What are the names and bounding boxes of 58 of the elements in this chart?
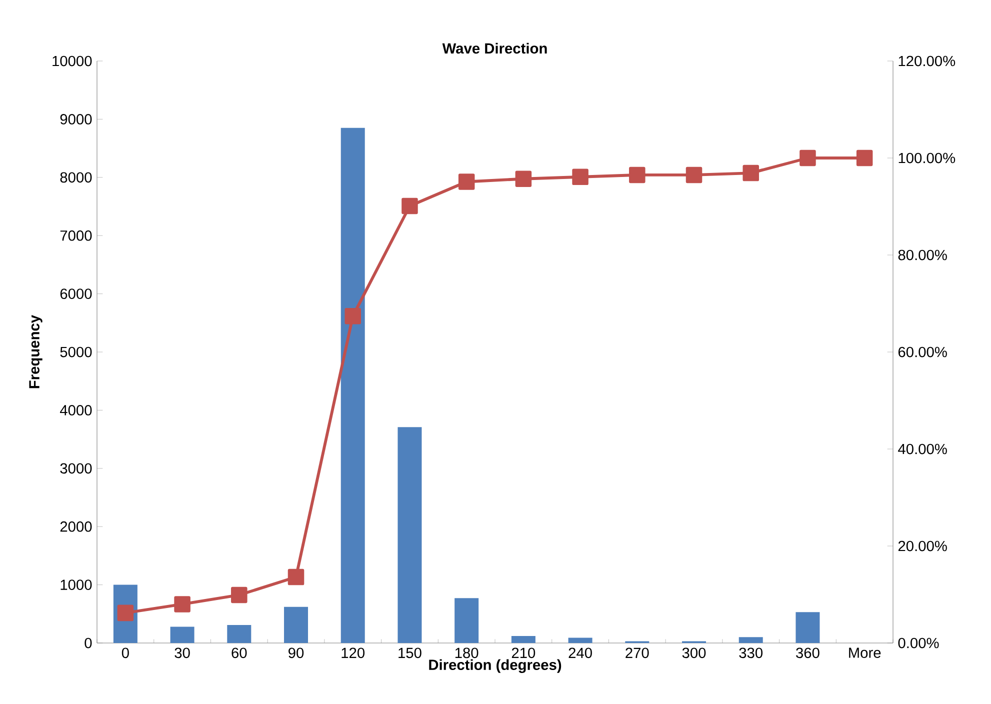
x-tick-label: 210 (512, 648, 536, 658)
x-tick-label: 180 (455, 648, 478, 658)
x-tick-label: 240 (568, 648, 592, 658)
point (742, 164, 760, 182)
bar (340, 128, 365, 643)
x-tick-label: 360 (796, 648, 820, 658)
point (174, 596, 190, 612)
y2-tick-label: 80.00% (898, 250, 947, 260)
point (629, 166, 646, 184)
bar (170, 626, 194, 643)
bar (284, 606, 308, 643)
point (288, 568, 304, 586)
y-tick-label: 0 (84, 638, 92, 648)
y-tick-label: 9000 (60, 114, 92, 124)
x-tick-label: 150 (398, 648, 422, 658)
x-tick-label: More (849, 648, 881, 658)
y-tick-label: 2000 (60, 521, 92, 532)
x-tick-label: 300 (682, 648, 706, 658)
x-tick-label: 30 (174, 648, 190, 658)
y2-tick-label: 0.00% (898, 638, 939, 648)
bar (454, 598, 479, 643)
y2-tick-label: 100.00% (898, 152, 956, 164)
point (686, 166, 702, 184)
y-tick-label: 3000 (60, 463, 92, 474)
bar (738, 637, 763, 643)
point (402, 198, 418, 214)
point (458, 174, 475, 190)
bar (511, 636, 536, 643)
point (515, 170, 532, 187)
x-tick-label: 90 (288, 648, 304, 658)
y2-tick-label: 40.00% (898, 444, 947, 454)
y-axis-title: Frequency (29, 315, 42, 388)
bar (796, 612, 820, 643)
point (800, 150, 816, 166)
point (572, 168, 588, 186)
y-tick-label: 10000 (52, 56, 92, 66)
y-tick-label: 1000 (60, 580, 92, 590)
y2-tick-label: 120.00% (898, 56, 956, 66)
x-tick-label: 270 (626, 648, 649, 658)
x-tick-label: 0 (122, 648, 129, 658)
bar (398, 427, 422, 643)
bar (227, 624, 252, 643)
x-tick-label: 330 (739, 648, 763, 658)
point (344, 308, 362, 324)
x-tick-label: 120 (342, 648, 365, 658)
y2-tick-label: 60.00% (898, 346, 947, 358)
y-tick-label: 4000 (60, 405, 92, 416)
y-tick-label: 5000 (60, 346, 92, 358)
bar (568, 638, 592, 643)
y2-tick-label: 20.00% (898, 540, 947, 552)
x-tick-label: 60 (232, 648, 247, 658)
point (231, 586, 248, 604)
y-tick-label: 7000 (60, 230, 92, 241)
y-tick-label: 8000 (60, 172, 92, 183)
point (856, 150, 873, 166)
y-tick-label: 6000 (60, 288, 92, 299)
x-axis-title: Direction (degrees) (429, 659, 562, 673)
chart-title: Wave Direction (442, 42, 547, 54)
